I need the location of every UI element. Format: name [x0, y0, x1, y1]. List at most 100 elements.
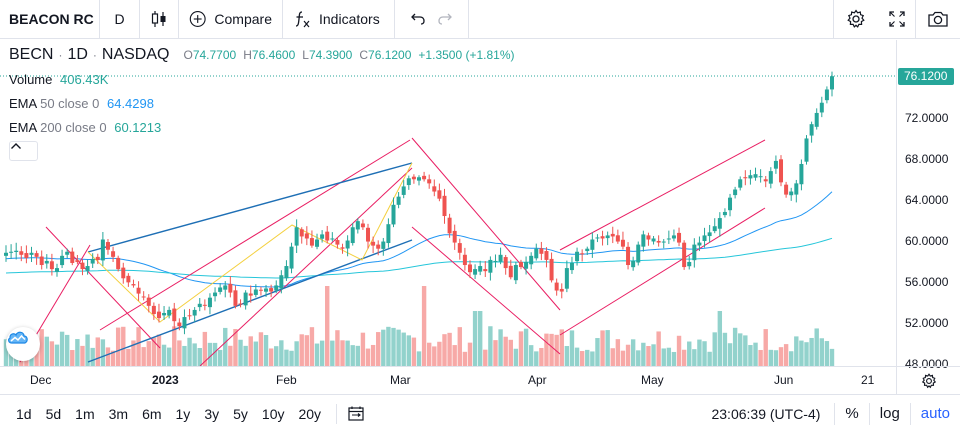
candle-body	[442, 195, 447, 217]
volume-bar	[350, 345, 355, 366]
candle-body	[218, 287, 223, 292]
volume-bar	[207, 342, 213, 366]
price-scale[interactable]: 76.1200 72.0000 68.0000 64.0000 60.0000 …	[896, 40, 960, 371]
candle-body	[544, 251, 549, 260]
volume-bar	[319, 340, 325, 366]
volume-bar	[814, 328, 819, 366]
logo-badge[interactable]	[6, 327, 40, 361]
undo-icon[interactable]	[410, 11, 426, 27]
volume-bar	[274, 346, 279, 366]
chart-style-button[interactable]	[140, 0, 179, 39]
range-button-6m[interactable]: 6m	[142, 405, 162, 422]
volume-bar	[753, 342, 758, 366]
candle-body	[136, 287, 141, 294]
volume-bar	[161, 344, 167, 366]
legend-ticker[interactable]: BECN	[9, 46, 54, 63]
volume-bar	[534, 351, 539, 366]
volume-bar	[513, 348, 519, 366]
trend-line	[87, 239, 413, 363]
legend-collapse-button[interactable]	[9, 141, 38, 161]
candle-body	[60, 255, 65, 266]
volume-bar	[518, 331, 524, 366]
chart-pane[interactable]: BECN · 1D · NASDAQ O74.7700 H76.4600 L74…	[0, 40, 960, 371]
snapshot-button[interactable]	[916, 0, 960, 39]
log-scale-toggle[interactable]: log	[868, 403, 910, 425]
volume-bar	[738, 333, 743, 366]
candle-body	[789, 191, 794, 196]
clock-timezone[interactable]: 23:06:39 (UTC-4)	[711, 406, 821, 422]
candle-body	[819, 102, 824, 113]
candle-body	[549, 258, 554, 281]
candle-body	[575, 251, 580, 262]
candle-body	[493, 260, 498, 262]
candle-body	[529, 255, 534, 265]
indicator-volume[interactable]: Volume 406.43K	[9, 72, 108, 87]
candle-body	[192, 309, 197, 316]
volume-bar	[498, 329, 503, 366]
volume-bar	[187, 337, 192, 366]
indicator-name: EMA	[9, 120, 37, 135]
volume-bar	[212, 342, 218, 366]
legend-close: C76.1200	[359, 48, 411, 62]
indicator-ema-200[interactable]: EMA 200 close 0 60.1213	[9, 120, 161, 135]
axis-settings-button[interactable]	[896, 367, 960, 395]
volume-bar	[661, 348, 666, 366]
volume-bar	[85, 334, 90, 366]
fullscreen-button[interactable]	[878, 0, 916, 39]
indicator-ema-50[interactable]: EMA 50 close 0 64.4298	[9, 96, 154, 111]
symbol-search-button[interactable]: BEACON RC	[0, 0, 100, 39]
date-range-button[interactable]	[347, 405, 365, 423]
range-button-10y[interactable]: 10y	[261, 405, 285, 422]
range-button-3m[interactable]: 3m	[108, 405, 129, 422]
candle-body	[773, 160, 778, 169]
candle-body	[427, 179, 432, 184]
candle-body	[636, 244, 641, 263]
percent-scale-toggle[interactable]: %	[834, 403, 868, 425]
price-chart[interactable]	[0, 40, 896, 366]
volume-bar	[778, 347, 784, 366]
time-axis[interactable]: Dec 2023 Feb Mar Apr May Jun 21	[0, 366, 960, 395]
volume-bar	[426, 342, 432, 366]
candle-body	[830, 76, 834, 90]
range-button-5y[interactable]: 5y	[233, 405, 248, 422]
volume-bar	[477, 311, 483, 366]
candle-body	[177, 322, 182, 327]
volume-bar	[819, 338, 825, 366]
volume-bar	[253, 341, 259, 366]
candle-body	[29, 252, 34, 255]
volume-bar	[202, 331, 208, 366]
candle-body	[75, 260, 80, 262]
interval-button[interactable]: D	[100, 0, 140, 39]
volume-bar	[452, 345, 457, 366]
high-key: H	[243, 48, 252, 62]
volume-bar	[70, 350, 75, 366]
indicator-value: 406.43K	[60, 72, 109, 87]
indicator-params: 200 close 0	[40, 120, 107, 135]
candle-body	[131, 284, 136, 286]
range-button-3y[interactable]: 3y	[204, 405, 220, 422]
indicators-button[interactable]: Indicators	[283, 0, 395, 39]
range-button-20y[interactable]: 20y	[298, 405, 322, 422]
volume-bar	[141, 347, 146, 366]
range-button-1y[interactable]: 1y	[175, 405, 191, 422]
compare-button[interactable]: Compare	[179, 0, 283, 39]
range-button-1m[interactable]: 1m	[75, 405, 95, 422]
candle-body	[228, 283, 233, 293]
channel-line	[411, 226, 561, 355]
toolbar-spacer	[469, 0, 834, 39]
volume-bar	[304, 335, 310, 366]
auto-scale-toggle[interactable]: auto	[909, 403, 960, 425]
indicator-value: 64.4298	[106, 96, 154, 111]
candle-body	[682, 242, 687, 268]
volume-bar	[136, 327, 141, 366]
settings-button[interactable]	[834, 0, 878, 39]
candle-body	[462, 254, 467, 266]
redo-icon[interactable]	[437, 11, 453, 27]
volume-bar	[630, 339, 636, 366]
range-button-5d[interactable]: 5d	[45, 405, 62, 422]
range-button-1d[interactable]: 1d	[16, 405, 32, 422]
volume-bar	[355, 345, 361, 366]
candle-body	[697, 242, 702, 246]
candle-body	[320, 234, 325, 239]
volume-bar	[279, 340, 284, 366]
